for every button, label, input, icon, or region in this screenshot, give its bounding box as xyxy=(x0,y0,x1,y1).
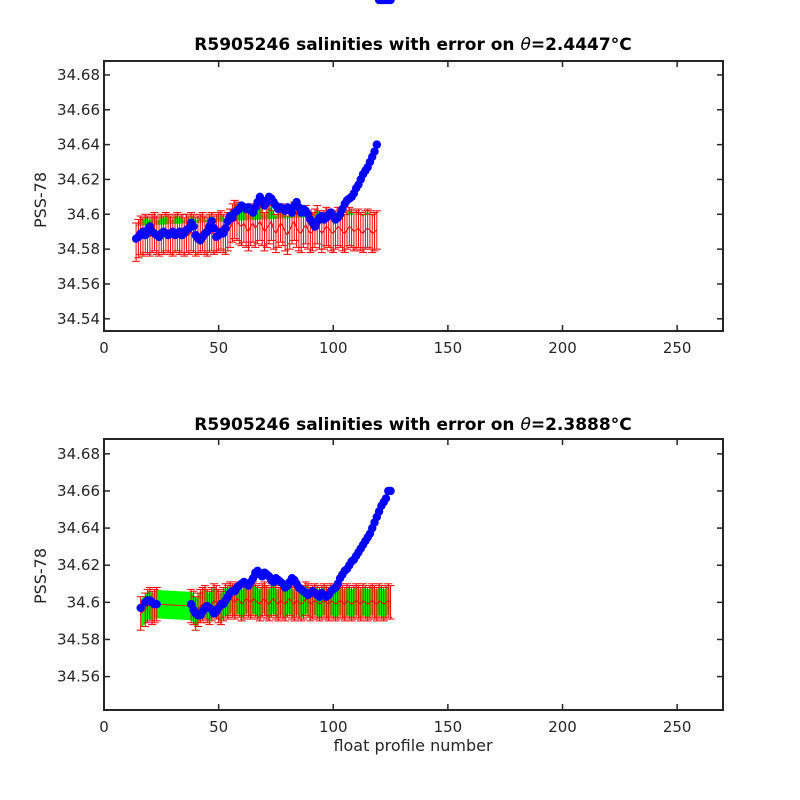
y-tick-label: 34.56 xyxy=(57,275,100,293)
plot-frame xyxy=(103,438,724,711)
y-tick-label: 34.6 xyxy=(67,205,100,223)
x-tick-label: 250 xyxy=(663,339,692,357)
y-tick-label: 34.58 xyxy=(57,630,100,648)
float-salinity-point xyxy=(287,208,297,217)
x-tick-label: 0 xyxy=(99,339,109,357)
float-salinity-points xyxy=(131,0,395,245)
float-salinity-points xyxy=(136,486,395,620)
y-tick-label: 34.56 xyxy=(57,668,100,686)
float-salinity-point xyxy=(386,486,395,496)
float-salinity-point xyxy=(221,224,230,233)
y-tick-label: 34.62 xyxy=(57,170,100,188)
x-tick-label: 100 xyxy=(319,339,348,357)
float-salinity-point xyxy=(136,603,145,613)
y-tick-label: 34.64 xyxy=(57,136,100,154)
y-tick-label: 34.68 xyxy=(57,66,100,84)
float-salinity-point xyxy=(381,494,391,503)
y-tick-label: 34.54 xyxy=(57,310,100,328)
y-tick-label: 34.66 xyxy=(57,101,100,119)
x-tick-label: 250 xyxy=(663,718,692,736)
x-tick-label: 50 xyxy=(209,718,228,736)
float-salinity-point xyxy=(152,599,161,609)
float-salinity-point xyxy=(372,140,382,149)
plot-frame xyxy=(103,60,724,332)
chart-title: R5905246 salinities with error on θ=2.44… xyxy=(194,35,631,55)
y-axis-label: PSS-78 xyxy=(31,548,50,604)
x-tick-label: 150 xyxy=(434,339,463,357)
float-salinity-point xyxy=(189,222,198,231)
y-tick-label: 34.64 xyxy=(57,519,100,537)
x-tick-label: 100 xyxy=(319,718,348,736)
y-tick-label: 34.58 xyxy=(57,240,100,258)
error-bar xyxy=(136,596,145,631)
x-tick-label: 200 xyxy=(548,339,577,357)
y-tick-label: 34.62 xyxy=(57,556,100,574)
chart-top: R5905246 salinities with error on θ=2.44… xyxy=(31,0,724,357)
y-axis-label: PSS-78 xyxy=(31,172,50,228)
x-tick-label: 0 xyxy=(99,718,109,736)
x-tick-label: 150 xyxy=(434,718,463,736)
float-salinity-point xyxy=(386,0,395,5)
x-axis-label: float profile number xyxy=(333,736,493,755)
chart-bottom: R5905246 salinities with error on θ=2.38… xyxy=(31,415,724,755)
float-salinity-point xyxy=(209,224,219,233)
y-tick-label: 34.6 xyxy=(67,593,100,611)
x-tick-label: 200 xyxy=(548,718,577,736)
float-salinity-point xyxy=(207,217,216,226)
y-tick-label: 34.66 xyxy=(57,482,100,500)
y-tick-label: 34.68 xyxy=(57,445,100,463)
x-tick-label: 50 xyxy=(209,339,228,357)
chart-title: R5905246 salinities with error on θ=2.38… xyxy=(194,415,631,435)
float-salinity-point xyxy=(370,147,379,156)
